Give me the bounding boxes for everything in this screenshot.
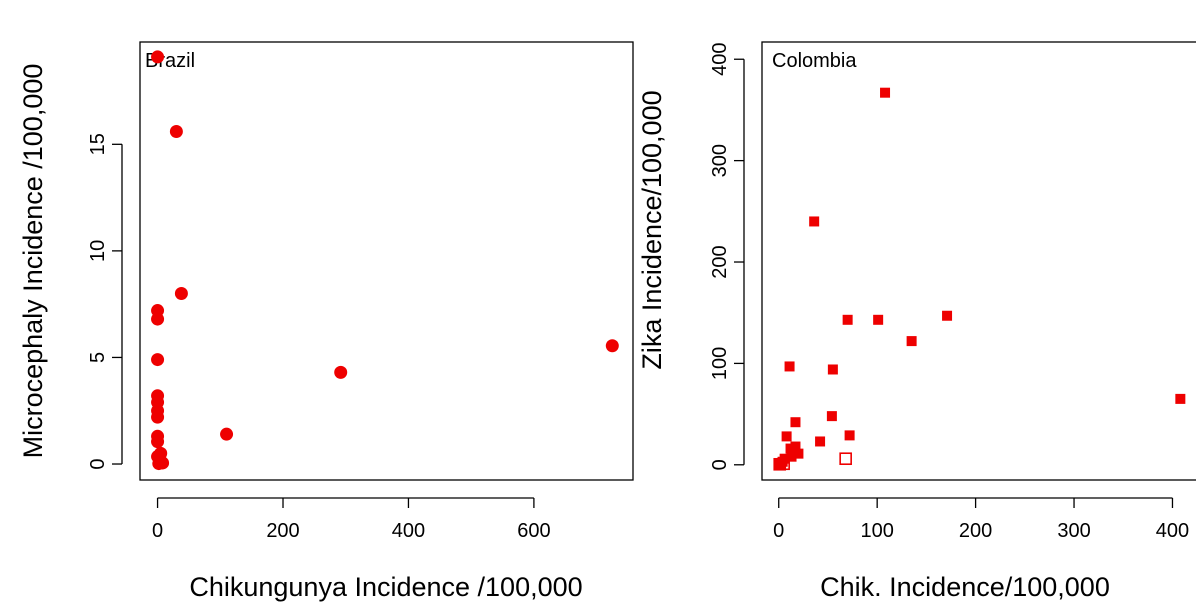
brazil-data-point <box>174 287 188 301</box>
brazil-x-tick-label: 400 <box>392 520 425 542</box>
colombia-data-point <box>880 87 891 98</box>
colombia-data-point <box>773 457 787 471</box>
brazil-y-tick-label: 5 <box>87 352 109 363</box>
colombia-x-tick-label: 100 <box>860 520 893 542</box>
brazil-data-point <box>605 339 619 353</box>
brazil-y-axis-label: Microcephaly Incidence /100,000 <box>18 64 48 459</box>
colombia-data-point <box>793 448 804 459</box>
colombia-data-point <box>839 452 852 466</box>
brazil-y-tick-label: 10 <box>87 240 109 262</box>
colombia-plot-frame <box>761 41 1196 481</box>
brazil-x-tick-label: 0 <box>152 520 163 542</box>
colombia-data-point <box>781 431 792 442</box>
colombia-data-point <box>784 361 795 372</box>
colombia-y-tick-label: 300 <box>709 144 731 177</box>
brazil-x-axis-label: Chikungunya Incidence /100,000 <box>189 572 582 602</box>
brazil-data-point <box>151 50 165 64</box>
colombia-data-point <box>786 451 797 462</box>
colombia-data-point <box>1175 393 1186 404</box>
colombia-data-point <box>842 314 853 325</box>
brazil-data-point <box>334 365 348 379</box>
brazil-data-points <box>151 50 619 471</box>
colombia-data-point <box>815 436 826 447</box>
colombia-x-tick-label: 200 <box>959 520 992 542</box>
brazil-axis-ticks: 0 200 400 600 0 5 10 15 <box>87 133 551 542</box>
colombia-data-point <box>785 443 796 454</box>
brazil-data-point <box>156 456 170 470</box>
colombia-x-tick-label: 300 <box>1057 520 1090 542</box>
brazil-data-point <box>151 312 165 326</box>
colombia-y-tick-label: 200 <box>709 245 731 278</box>
brazil-plot-frame <box>139 41 634 481</box>
colombia-panel-title: Colombia <box>772 50 857 72</box>
brazil-data-point <box>220 427 234 441</box>
colombia-x-axis-label: Chik. Incidence/100,000 <box>820 572 1110 602</box>
brazil-data-point <box>169 125 183 139</box>
colombia-data-point <box>826 411 837 422</box>
colombia-data-point <box>906 336 917 347</box>
colombia-y-tick-label: 100 <box>709 347 731 380</box>
brazil-y-tick-label: 0 <box>87 458 109 469</box>
colombia-y-tick-label: 400 <box>709 43 731 76</box>
colombia-data-point <box>790 417 801 428</box>
colombia-data-point <box>827 364 838 375</box>
brazil-x-tick-label: 600 <box>517 520 550 542</box>
colombia-data-points <box>773 87 1186 471</box>
colombia-x-tick-label: 400 <box>1156 520 1189 542</box>
brazil-data-point <box>151 435 165 449</box>
colombia-panel: Colombia 0 100 200 300 400 0 100 200 300 400 Chik… <box>637 41 1196 602</box>
colombia-data-point <box>942 310 953 321</box>
brazil-data-point <box>151 353 165 367</box>
colombia-y-axis-label: Zika Incidence/100,000 <box>637 90 667 369</box>
colombia-x-tick-label: 0 <box>773 520 784 542</box>
brazil-y-tick-label: 15 <box>87 133 109 155</box>
colombia-data-point <box>844 430 855 441</box>
brazil-data-point <box>151 410 165 424</box>
colombia-axis-ticks: 0 100 200 300 400 0 100 200 300 400 <box>709 43 1189 542</box>
brazil-x-tick-label: 200 <box>266 520 299 542</box>
colombia-data-point <box>809 216 820 227</box>
colombia-y-tick-label: 0 <box>709 459 731 470</box>
colombia-data-point <box>873 314 884 325</box>
